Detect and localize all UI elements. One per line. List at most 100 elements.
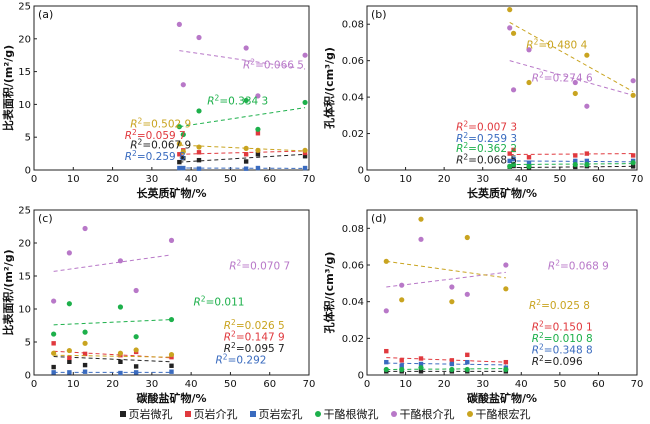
y-tick-label: 0.04 (342, 297, 364, 308)
legend-marker-shale-macro (249, 411, 256, 417)
data-point-root_macro (399, 297, 405, 303)
data-point-shale_macro (67, 370, 72, 375)
r-squared-label: R2=0.026 5 (224, 318, 285, 332)
data-point-root_meso (449, 284, 455, 290)
r-squared-label: R2=0.259 3 (456, 131, 517, 145)
data-point-shale_macro (118, 370, 123, 376)
r-symbol: R (229, 260, 236, 272)
r-value: =0.480 4 (538, 40, 587, 52)
data-point-shale_macro (511, 156, 516, 162)
data-point-root_macro (168, 351, 175, 358)
r-squared-label: R2=0.068 9 (548, 258, 609, 272)
y-tick-label: 0.02 (342, 129, 364, 140)
data-point-root_meso (464, 291, 470, 297)
y-axis-label: 比表面积/(m²/g) (1, 45, 15, 131)
data-point-root_micro (117, 304, 124, 310)
r-squared-label: R2=0.059 7 (125, 128, 186, 142)
x-axis-label: 碳酸盐矿物/% (467, 391, 537, 405)
legend-label-shale-macro: 页岩宏孔 (258, 408, 303, 421)
r-squared-label: R2=0.502 9 (130, 116, 191, 130)
r-exponent: 2 (536, 298, 541, 307)
r-symbol: R (532, 321, 539, 333)
data-point-root_macro (196, 144, 202, 150)
y-axis-label: 孔体积/(cm³/g) (322, 252, 336, 334)
data-point-root_micro (503, 366, 509, 373)
r-squared-label: R2=0.068 5 (456, 152, 517, 166)
data-point-shale_micro (302, 154, 308, 159)
r-squared-label: R2=0.480 4 (526, 38, 587, 52)
r-squared-label: R2=0.066 5 (243, 57, 304, 71)
x-tick-label: 40 (515, 379, 528, 390)
r-exponent: 2 (463, 120, 468, 129)
r-value: =0.011 (206, 297, 245, 309)
r-symbol: R (456, 122, 463, 134)
y-tick-label: 0 (25, 371, 31, 382)
r-exponent: 2 (223, 352, 228, 361)
x-tick-label: 20 (106, 379, 119, 390)
legend-label-root-meso: 干酪根介孔 (399, 408, 455, 421)
data-point-shale_meso (465, 352, 470, 358)
legend-item-shale-meso: 页岩介孔 (184, 406, 238, 422)
data-point-shale_macro (507, 158, 512, 164)
data-point-shale_macro (526, 160, 532, 165)
x-tick-label: 30 (145, 379, 158, 390)
data-point-shale_meso (196, 150, 202, 155)
y-tick-label: 0.08 (342, 224, 364, 235)
data-point-shale_macro (573, 158, 578, 164)
data-point-root_macro (302, 147, 308, 153)
x-tick-label: 10 (67, 379, 80, 390)
data-point-shale_meso (255, 131, 261, 136)
r-squared-label: R2=0.334 3 (207, 93, 268, 107)
y-tick-label: 15 (18, 272, 31, 283)
r-symbol: R (224, 343, 231, 355)
legend-item-shale-macro: 页岩宏孔 (249, 406, 303, 422)
r-squared-label: R2=0.010 8 (532, 331, 593, 345)
y-tick-label: 10 (18, 305, 31, 316)
data-point-root_macro (255, 147, 261, 153)
r-value: =0.147 9 (236, 331, 285, 343)
r-squared-label: R2=0.011 (194, 295, 245, 309)
x-tick-label: 70 (631, 174, 644, 185)
y-tick-label: 25 (18, 2, 31, 13)
data-point-shale_meso (503, 359, 509, 365)
data-point-root_macro (526, 79, 532, 86)
legend-marker-shale-micro (119, 411, 126, 417)
data-point-root_micro (133, 334, 139, 340)
x-tick-label: 50 (224, 174, 237, 185)
x-axis-label: 碳酸盐矿物/% (136, 391, 206, 405)
data-point-root_micro (399, 366, 405, 373)
r-exponent: 2 (534, 38, 539, 47)
x-tick-label: 50 (553, 174, 566, 185)
data-point-root_macro (176, 141, 182, 147)
data-point-root_micro (449, 366, 455, 373)
data-point-shale_micro (255, 152, 261, 157)
r-value: =0.068 9 (560, 260, 609, 272)
data-point-root_meso (180, 82, 186, 88)
r-value: =0.274 6 (544, 72, 593, 84)
r-value: =0.292 (228, 354, 267, 366)
r-exponent: 2 (539, 319, 544, 328)
r-value: =0.362 2 (468, 143, 517, 155)
data-point-root_macro (507, 7, 513, 13)
r-symbol: R (130, 140, 137, 152)
data-point-root_macro (66, 347, 72, 354)
trend-line-root_macro (386, 260, 506, 279)
data-point-root_macro (572, 90, 578, 97)
data-point-shale_meso (169, 354, 174, 360)
x-tick-label: 10 (67, 174, 80, 185)
r-symbol: R (216, 354, 223, 366)
data-point-root_micro (180, 131, 186, 138)
data-point-root_meso (630, 78, 636, 84)
x-tick-label: 0 (31, 379, 37, 390)
data-point-shale_macro (196, 166, 202, 171)
y-tick-label: 0.08 (342, 20, 364, 31)
panel-label: (b) (371, 8, 387, 21)
x-tick-label: 0 (31, 174, 37, 185)
data-point-shale_macro (584, 158, 590, 164)
y-axis-label: 孔体积/(cm³/g) (322, 47, 336, 129)
r-squared-label: R2=0.096 (532, 354, 583, 368)
r-symbol: R (243, 59, 250, 71)
y-tick-label: 15 (18, 67, 31, 78)
r-value: =0.025 8 (541, 300, 590, 312)
data-point-shale_meso (584, 151, 590, 156)
